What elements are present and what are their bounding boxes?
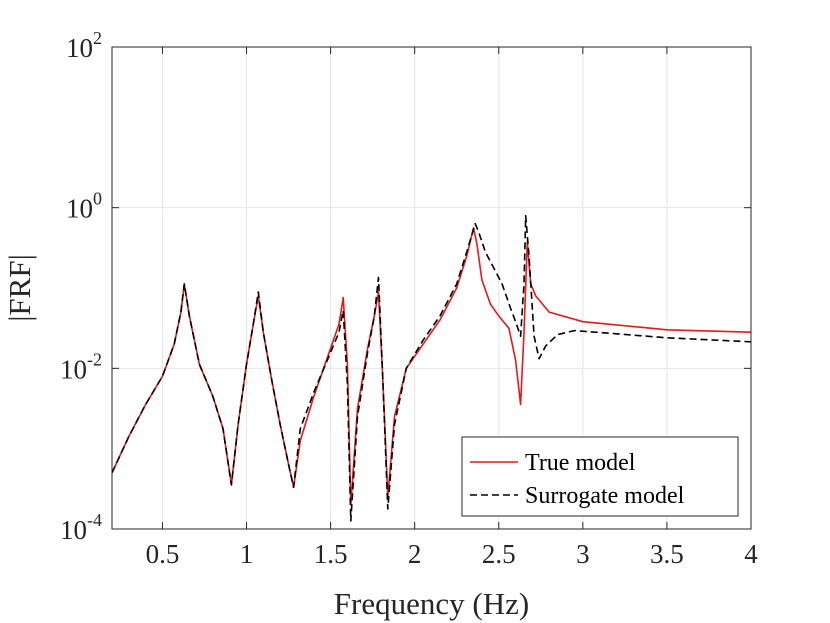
x-tick-label: 2.5 xyxy=(482,539,516,569)
series-line-surrogate-model xyxy=(112,214,751,522)
x-tick-label: 1.5 xyxy=(314,539,348,569)
x-tick-label: 0.5 xyxy=(146,539,180,569)
series-line-true-model xyxy=(112,227,751,506)
y-axis-label: |FRF| xyxy=(2,254,37,322)
x-tick-label: 2 xyxy=(408,539,422,569)
y-tick-label: 102 xyxy=(66,28,102,63)
axis-ticks xyxy=(112,46,752,530)
y-tick-label: 100 xyxy=(66,189,102,224)
x-tick-label: 1 xyxy=(240,539,254,569)
x-axis-label: Frequency (Hz) xyxy=(334,586,529,621)
y-tick-label: 10-2 xyxy=(60,349,102,384)
x-tick-label: 3.5 xyxy=(650,539,684,569)
legend-label-surrogate-model: Surrogate model xyxy=(525,483,685,509)
x-tick-labels: 0.5 1 1.5 2 2.5 3 3.5 4 xyxy=(146,539,759,569)
legend-box xyxy=(461,436,739,517)
y-tick-labels: 10-4 10-2 100 102 xyxy=(60,28,102,545)
x-tick-label: 4 xyxy=(744,539,758,569)
x-tick-label: 3 xyxy=(576,539,590,569)
legend-label-true-model: True model xyxy=(525,450,636,476)
series-layer xyxy=(112,214,751,522)
y-tick-label: 10-4 xyxy=(60,510,102,545)
legend: True model Surrogate model xyxy=(461,436,739,517)
plot-frame xyxy=(111,46,752,530)
